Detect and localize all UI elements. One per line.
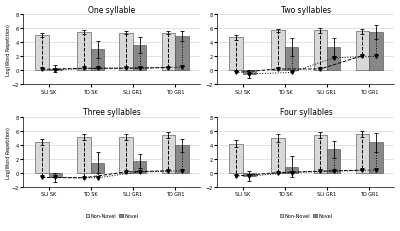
Bar — [133, 161, 146, 173]
Bar — [35, 36, 49, 71]
Bar — [120, 137, 133, 173]
Bar — [162, 135, 175, 173]
Bar — [35, 142, 49, 173]
Bar — [77, 137, 91, 173]
Bar — [314, 135, 327, 173]
Bar — [91, 163, 104, 173]
Bar — [133, 46, 146, 71]
Bar — [356, 134, 369, 173]
Bar — [369, 33, 383, 71]
Bar — [49, 173, 62, 178]
Bar — [120, 33, 133, 71]
Bar — [327, 150, 340, 173]
Bar — [243, 71, 256, 75]
Bar — [271, 139, 285, 173]
Y-axis label: Log(Word Repetition): Log(Word Repetition) — [6, 24, 10, 76]
Bar — [175, 37, 189, 71]
Bar — [271, 31, 285, 71]
Bar — [229, 144, 243, 173]
Legend: Non-Novel, Novel: Non-Novel, Novel — [84, 211, 140, 220]
Bar — [229, 38, 243, 71]
Bar — [327, 48, 340, 71]
Title: Four syllables: Four syllables — [280, 108, 332, 117]
Bar — [314, 31, 327, 71]
Bar — [285, 167, 298, 173]
Bar — [369, 143, 383, 173]
Bar — [162, 33, 175, 71]
Bar — [49, 70, 62, 71]
Y-axis label: Log(Word Repetition): Log(Word Repetition) — [6, 127, 10, 178]
Title: Three syllables: Three syllables — [83, 108, 141, 117]
Title: Two syllables: Two syllables — [281, 6, 331, 15]
Title: One syllable: One syllable — [88, 6, 136, 15]
Bar — [285, 48, 298, 71]
Bar — [356, 32, 369, 71]
Bar — [175, 146, 189, 173]
Bar — [243, 173, 256, 176]
Bar — [77, 33, 91, 71]
Bar — [91, 50, 104, 71]
Legend: Non-Novel, Novel: Non-Novel, Novel — [278, 211, 334, 220]
